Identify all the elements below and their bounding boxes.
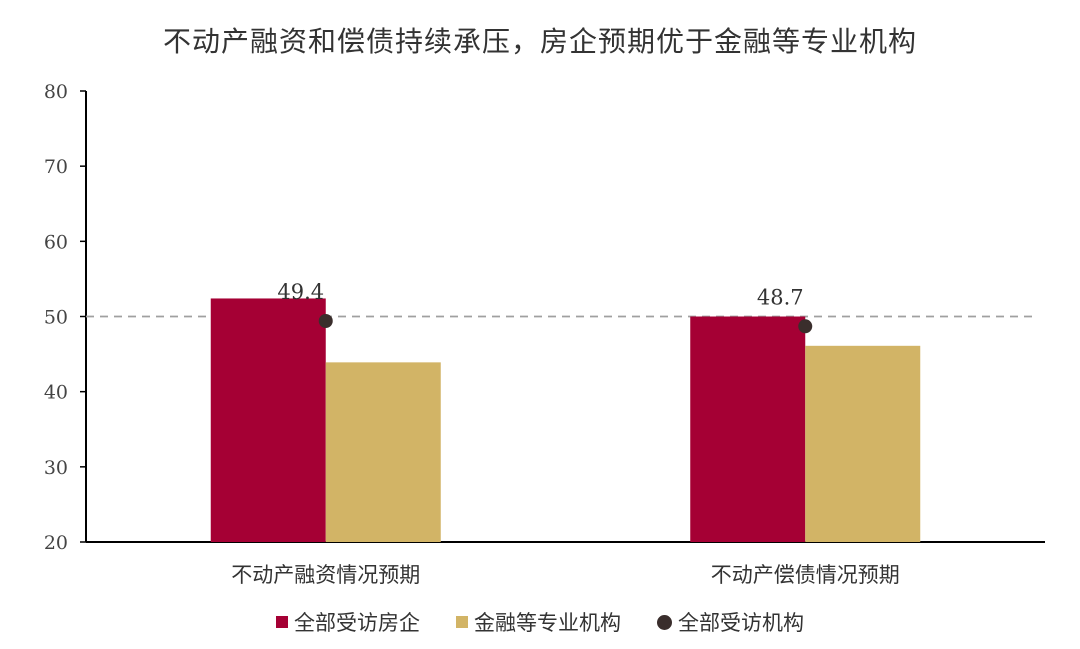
chart-canvas: 20 30 40 50 60 70 80 不动产融资情况预期 49.4 不动产偿债情况预期 48.… bbox=[44, 81, 1045, 587]
legend-label: 全部受访房企 bbox=[294, 611, 420, 635]
legend-marker-square bbox=[456, 616, 468, 628]
bar-financial-institutions bbox=[325, 362, 441, 542]
points bbox=[318, 314, 813, 334]
y-tick-label: 70 bbox=[44, 156, 68, 178]
y-tick-label: 20 bbox=[44, 532, 68, 554]
legend-item: 金融等专业机构 bbox=[456, 607, 621, 637]
y-tick-label: 40 bbox=[44, 382, 68, 404]
legend-item: 全部受访机构 bbox=[657, 607, 804, 637]
data-label: 49.4 bbox=[277, 280, 324, 304]
labels: 不动产融资情况预期 49.4 不动产偿债情况预期 48.7 bbox=[231, 280, 900, 587]
bar-developers bbox=[210, 298, 326, 542]
y-tick-label: 50 bbox=[44, 307, 68, 329]
legend-marker-square bbox=[276, 616, 288, 628]
y-tick-label: 30 bbox=[44, 457, 68, 479]
bars bbox=[210, 298, 921, 542]
x-category-label: 不动产偿债情况预期 bbox=[711, 563, 900, 587]
point-all-respondents bbox=[318, 314, 333, 329]
legend-label: 全部受访机构 bbox=[678, 611, 804, 635]
legend-item: 全部受访房企 bbox=[276, 607, 420, 637]
legend-label: 金融等专业机构 bbox=[474, 611, 621, 635]
y-tick-label: 60 bbox=[44, 231, 68, 253]
y-tick-label: 80 bbox=[44, 81, 68, 103]
point-all-respondents bbox=[798, 319, 813, 334]
x-category-label: 不动产融资情况预期 bbox=[231, 563, 420, 587]
data-label: 48.7 bbox=[757, 285, 804, 309]
legend: 全部受访房企 金融等专业机构 全部受访机构 bbox=[0, 607, 1080, 637]
chart-title: 不动产融资和偿债持续承压，房企预期优于金融等专业机构 bbox=[162, 25, 917, 58]
bar-developers bbox=[690, 316, 806, 542]
legend-marker-dot bbox=[657, 614, 672, 630]
bar-financial-institutions bbox=[805, 345, 921, 542]
